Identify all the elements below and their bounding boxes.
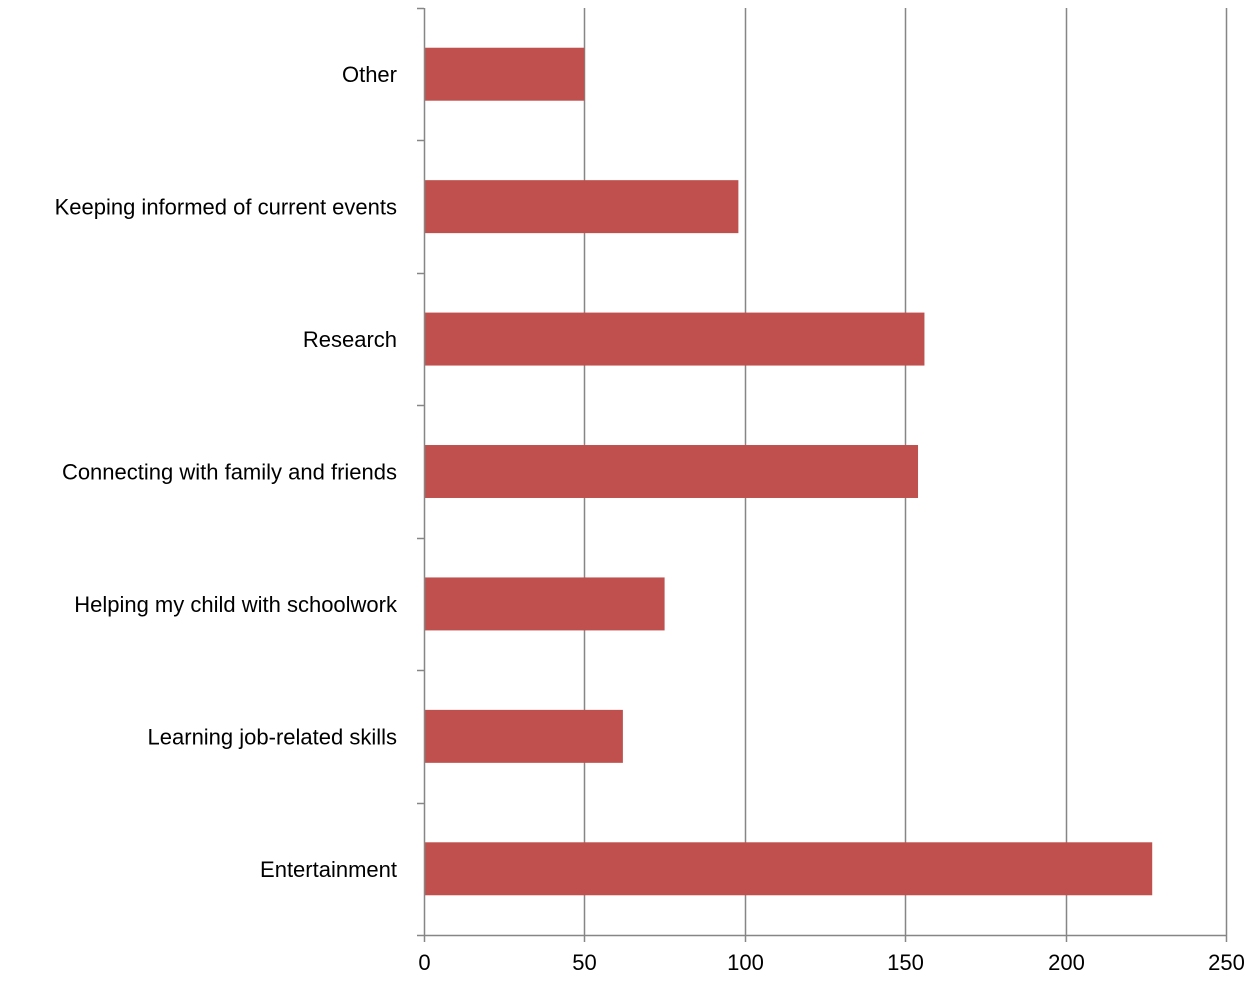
y-category-label: Helping my child with schoolwork xyxy=(74,592,398,617)
y-category-label: Learning job-related skills xyxy=(148,724,397,749)
tick-labels: 0 50 100 150 200 250 Entertainment Learning job… xyxy=(55,62,1245,975)
bars xyxy=(424,47,1153,896)
x-tick-label: 0 xyxy=(418,950,430,975)
bar-helping-my-child-with-schoolwork xyxy=(424,577,665,631)
bar-learning-job-related-skills xyxy=(424,709,623,763)
bar-entertainment xyxy=(424,842,1153,896)
x-tick-label: 250 xyxy=(1208,950,1245,975)
bar-keeping-informed-of-current-events xyxy=(424,180,739,234)
x-tick-label: 200 xyxy=(1048,950,1085,975)
bar-other xyxy=(424,47,585,101)
bar-connecting-with-family-and-friends xyxy=(424,445,919,498)
y-category-label: Connecting with family and friends xyxy=(62,460,397,485)
x-tick-label: 100 xyxy=(727,950,764,975)
bar-research xyxy=(424,312,925,366)
y-category-label: Research xyxy=(303,327,397,352)
y-category-label: Entertainment xyxy=(260,857,397,882)
x-tick-label: 50 xyxy=(572,950,596,975)
axes xyxy=(417,7,1228,942)
x-tick-label: 150 xyxy=(887,950,924,975)
y-category-label: Other xyxy=(342,62,397,87)
y-category-label: Keeping informed of current events xyxy=(55,195,397,220)
